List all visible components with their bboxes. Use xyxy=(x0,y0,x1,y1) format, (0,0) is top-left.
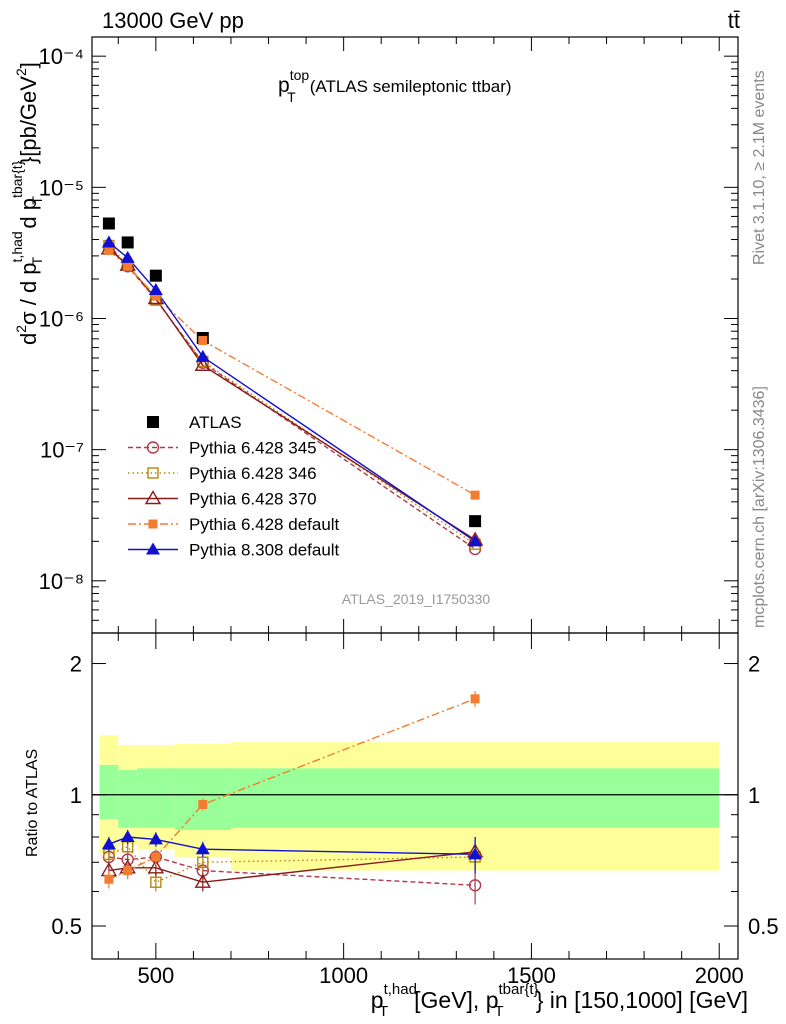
ratio-axis-ticks: 0.5 0.5 1 1 2 2 500 1000 1500 2000 xyxy=(51,633,779,988)
main-axis-ticks: 10⁻⁸ 10⁻⁷ 10⁻⁶ 10⁻⁵ 10⁻⁴ xyxy=(38,37,738,634)
plot-title-main: p xyxy=(278,74,290,97)
ratio-point-p8def xyxy=(120,830,135,843)
ratio-plot-marks xyxy=(100,690,484,905)
ratio-xtick-label: 500 xyxy=(137,963,174,988)
ratio-point-p6def xyxy=(151,852,161,862)
process-label: tt̄ xyxy=(728,8,740,33)
main-point-data xyxy=(102,217,115,230)
ratio-point-p346 xyxy=(150,876,162,888)
ratio-point-p6def xyxy=(104,874,114,884)
main-panel: 10⁻⁸ 10⁻⁷ 10⁻⁶ 10⁻⁵ 10⁻⁴ ptop T (ATLAS semilep… xyxy=(9,36,739,634)
ratio-point-p8def xyxy=(468,847,483,860)
ratio-uncertainty-bands xyxy=(92,735,738,871)
ratio-band-green xyxy=(137,768,175,828)
main-point-p6def xyxy=(104,245,114,255)
main-point-p8def xyxy=(101,235,116,248)
main-ytick-label: 10⁻⁷ xyxy=(40,438,84,463)
ratio-panel: 0.5 0.5 1 1 2 2 500 1000 1500 2000 Ratio to ATLAS… xyxy=(24,632,779,1020)
main-ylabel: d2σ / d pt,had T d ptbar{t}T}[pb/GeV2] xyxy=(9,62,45,345)
ratio-ytick-label-left: 2 xyxy=(70,652,82,677)
main-line-p6def xyxy=(108,249,476,496)
ratio-xtick-label: 1500 xyxy=(507,963,556,988)
mcplots-label: mcplots.cern.ch [arXiv:1306.3436] xyxy=(751,386,768,628)
ratio-ytick-label-right: 0.5 xyxy=(748,914,779,939)
ratio-point-p6def xyxy=(470,694,480,704)
plot-title-sup: top xyxy=(290,67,310,83)
ratio-band-green xyxy=(99,765,119,819)
legend-marker-p345 xyxy=(146,441,160,454)
ratio-ylabel: Ratio to ATLAS xyxy=(24,749,41,857)
legend-label-p8def: Pythia 8.308 default xyxy=(189,541,340,560)
legend-label-p370: Pythia 6.428 370 xyxy=(189,490,317,509)
main-point-p370 xyxy=(194,356,212,371)
plot-title: ptop T (ATLAS semileptonic ttbar) xyxy=(278,67,512,105)
main-point-p8def xyxy=(195,349,210,362)
ratio-line-p345 xyxy=(108,856,476,886)
main-plot-marks xyxy=(100,217,484,556)
main-ytick-label: 10⁻⁵ xyxy=(39,175,84,200)
plot-title-sub: T xyxy=(287,89,296,105)
ratio-point-p6def xyxy=(123,866,133,876)
legend: ATLAS Pythia 6.428 345 Pythia 6.428 346 Pyt… xyxy=(128,413,340,560)
ratio-ytick-label-right: 2 xyxy=(748,652,760,677)
legend-label-data: ATLAS xyxy=(189,413,242,432)
ratio-xlabel: pt,had T [GeV], ptbar{t} T} in [150,1000] [… xyxy=(371,981,748,1020)
main-point-p6def xyxy=(123,261,133,271)
main-point-data xyxy=(469,515,482,528)
ratio-ytick-label-left: 1 xyxy=(70,783,82,808)
ratio-band-green xyxy=(118,769,138,828)
ratio-point-p6def xyxy=(198,799,208,809)
ratio-ytick-label-right: 1 xyxy=(748,783,760,808)
ratio-point-p345 xyxy=(468,879,482,892)
ratio-plot-frame xyxy=(91,632,739,960)
ratio-point-p8def xyxy=(148,832,163,845)
ratio-point-p370 xyxy=(147,859,165,874)
legend-marker-p370 xyxy=(144,490,162,505)
ratio-xtick-label: 1000 xyxy=(319,963,368,988)
main-point-data xyxy=(149,269,162,282)
rivet-label: Rivet 3.1.10, ≥ 2.1M events xyxy=(751,70,768,265)
main-point-p6def xyxy=(470,490,480,500)
main-point-p6def xyxy=(198,335,208,345)
legend-marker-p346 xyxy=(147,467,159,479)
ratio-line-p346 xyxy=(108,845,476,884)
ratio-xtick-label: 2000 xyxy=(695,963,744,988)
ratio-ytick-label-left: 0.5 xyxy=(51,914,82,939)
main-point-data xyxy=(121,236,134,249)
main-point-p8def xyxy=(468,534,483,547)
main-point-p6def xyxy=(151,291,161,301)
ratio-point-p370 xyxy=(194,873,212,888)
analysis-id: ATLAS_2019_I1750330 xyxy=(342,591,491,607)
header-left-title: 13000 GeV pp xyxy=(102,8,244,33)
ratio-band-green xyxy=(230,768,720,828)
main-point-p8def xyxy=(148,282,163,295)
main-ytick-label: 10⁻⁴ xyxy=(38,44,84,69)
legend-marker-p6def xyxy=(148,519,158,529)
legend-label-p345: Pythia 6.428 345 xyxy=(189,439,317,458)
ratio-point-p8def xyxy=(101,837,116,850)
ratio-point-p346 xyxy=(197,856,209,868)
main-ytick-label: 10⁻⁸ xyxy=(39,569,84,594)
main-ytick-label: 10⁻⁶ xyxy=(39,306,84,331)
legend-label-p6def: Pythia 6.428 default xyxy=(189,515,340,534)
legend-marker-data xyxy=(147,416,159,428)
plot-title-rest: (ATLAS semileptonic ttbar) xyxy=(310,77,512,96)
legend-marker-p8def xyxy=(146,542,160,555)
main-point-p8def xyxy=(120,250,135,263)
ratio-point-p8def xyxy=(195,842,210,855)
legend-label-p346: Pythia 6.428 346 xyxy=(189,464,317,483)
